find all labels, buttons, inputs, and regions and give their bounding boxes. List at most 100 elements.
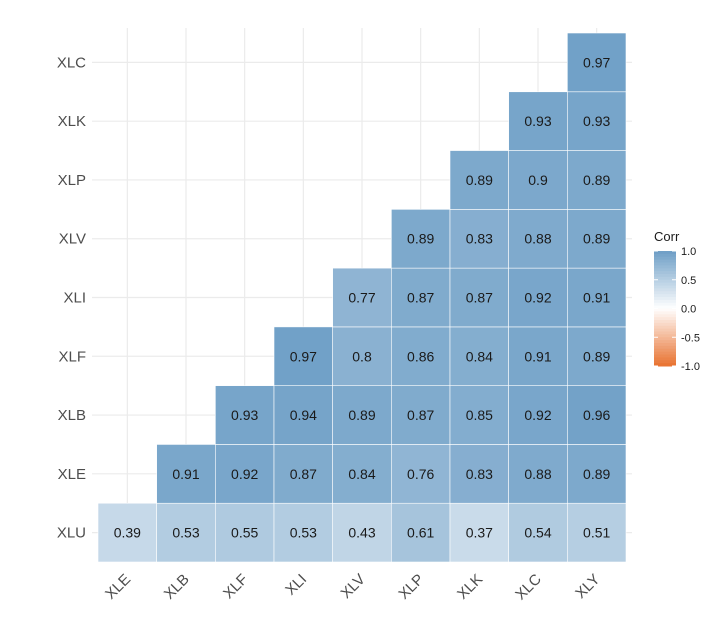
- cell-value-label: 0.55: [231, 525, 258, 541]
- heatmap-cell: [508, 150, 568, 210]
- heatmap-cell: [567, 32, 627, 93]
- cell-value-label: 0.43: [348, 525, 375, 541]
- cell-value-label: 0.37: [466, 525, 493, 541]
- legend: Corr 1.0 0.5 0.0 -0.5 -1.0: [654, 229, 700, 373]
- legend-color-step: [654, 317, 676, 321]
- legend-color-step: [654, 291, 676, 295]
- legend-colorbar: [654, 251, 676, 367]
- legend-color-step: [654, 276, 676, 281]
- cell-value-label: 0.53: [172, 525, 199, 541]
- cell-value-label: 0.89: [583, 348, 610, 364]
- heatmap-cell: [508, 444, 568, 504]
- cell-value-label: 0.54: [524, 525, 551, 541]
- legend-tick-label: 1.0: [681, 246, 696, 258]
- x-axis-labels: XLE XLB XLF XLI XLV XLP XLK XLC XLY: [102, 571, 603, 604]
- x-tick-label: XLK: [454, 571, 486, 603]
- heatmap-cell: [449, 150, 509, 210]
- cell-value-label: 0.89: [407, 231, 434, 247]
- legend-tick-label: -0.5: [681, 332, 700, 344]
- cell-value-label: 0.91: [583, 290, 610, 306]
- heatmap-cell: [273, 326, 333, 386]
- legend-color-step: [654, 271, 676, 275]
- cell-value-label: 0.76: [407, 466, 434, 482]
- x-tick-label: XLV: [338, 571, 369, 602]
- cell-value-label: 0.8: [352, 348, 372, 364]
- legend-color-step: [654, 279, 676, 284]
- x-tick-label: XLB: [161, 571, 193, 603]
- legend-color-step: [654, 331, 676, 335]
- heatmap-cell: [332, 444, 392, 504]
- x-tick-label: XLF: [220, 571, 251, 602]
- legend-color-step: [654, 308, 676, 312]
- legend-color-step: [654, 288, 676, 292]
- heatmap-cell: [332, 385, 392, 445]
- heatmap-cell: [567, 502, 627, 563]
- legend-color-step: [654, 337, 676, 341]
- y-tick-label: XLE: [58, 466, 86, 483]
- cell-value-label: 0.83: [466, 466, 493, 482]
- cell-value-label: 0.91: [524, 348, 551, 364]
- cell-value-label: 0.86: [407, 348, 434, 364]
- heatmap-cell: [508, 385, 568, 445]
- cell-value-label: 0.53: [290, 525, 317, 541]
- y-tick-label: XLC: [57, 54, 86, 71]
- heatmap-cell: [508, 267, 568, 328]
- cell-value-label: 0.77: [348, 290, 375, 306]
- legend-color-step: [654, 340, 676, 344]
- cell-value-label: 0.84: [466, 348, 493, 364]
- legend-color-step: [654, 274, 676, 278]
- legend-color-step: [654, 297, 676, 301]
- legend-color-step: [654, 320, 676, 324]
- y-tick-label: XLP: [58, 172, 86, 189]
- heatmap-cell: [332, 267, 392, 328]
- cell-value-label: 0.84: [348, 466, 375, 482]
- cell-value-label: 0.97: [583, 54, 610, 70]
- heatmap-cell: [97, 502, 157, 563]
- cell-value-label: 0.89: [583, 231, 610, 247]
- legend-color-step: [654, 302, 676, 307]
- cell-value-label: 0.51: [583, 525, 610, 541]
- heatmap-cell: [391, 267, 451, 328]
- heatmap-cell: [449, 502, 509, 563]
- legend-color-step: [654, 265, 676, 269]
- cell-value-label: 0.96: [583, 407, 610, 423]
- legend-color-step: [654, 262, 676, 266]
- cell-value-label: 0.92: [524, 407, 551, 423]
- legend-color-step: [654, 357, 676, 361]
- cell-value-label: 0.87: [407, 407, 434, 423]
- y-tick-label: XLI: [63, 290, 86, 307]
- y-axis-labels: XLU XLE XLB XLF XLI XLV XLP XLK XLC: [57, 54, 86, 541]
- legend-color-step: [654, 305, 676, 309]
- x-tick-label: XLY: [572, 571, 603, 602]
- legend-color-step: [654, 285, 676, 289]
- legend-tick-label: 0.0: [681, 304, 696, 316]
- cell-value-label: 0.94: [290, 407, 317, 423]
- cell-value-label: 0.85: [466, 407, 493, 423]
- legend-color-step: [654, 311, 676, 315]
- cell-value-label: 0.93: [524, 113, 551, 129]
- legend-color-step: [654, 325, 676, 330]
- legend-color-step: [654, 348, 676, 353]
- legend-color-step: [654, 322, 676, 327]
- heatmap-cell: [273, 502, 333, 563]
- legend-color-step: [654, 253, 676, 258]
- cell-value-label: 0.87: [290, 466, 317, 482]
- cell-value-label: 0.92: [524, 290, 551, 306]
- cell-value-label: 0.93: [583, 113, 610, 129]
- y-tick-label: XLK: [58, 113, 86, 130]
- legend-color-step: [654, 294, 676, 298]
- y-tick-label: XLF: [58, 348, 86, 365]
- cell-value-label: 0.87: [466, 290, 493, 306]
- legend-color-step: [654, 363, 676, 367]
- x-tick-label: XLC: [512, 571, 545, 604]
- legend-color-step: [654, 259, 676, 263]
- heatmap-cell: [391, 385, 451, 445]
- legend-color-step: [654, 268, 676, 272]
- heatmap-cell: [449, 209, 509, 269]
- legend-color-step: [654, 360, 676, 364]
- legend-color-step: [654, 256, 676, 261]
- heatmap-cell: [273, 385, 333, 445]
- legend-color-step: [654, 314, 676, 318]
- legend-color-step: [654, 328, 676, 332]
